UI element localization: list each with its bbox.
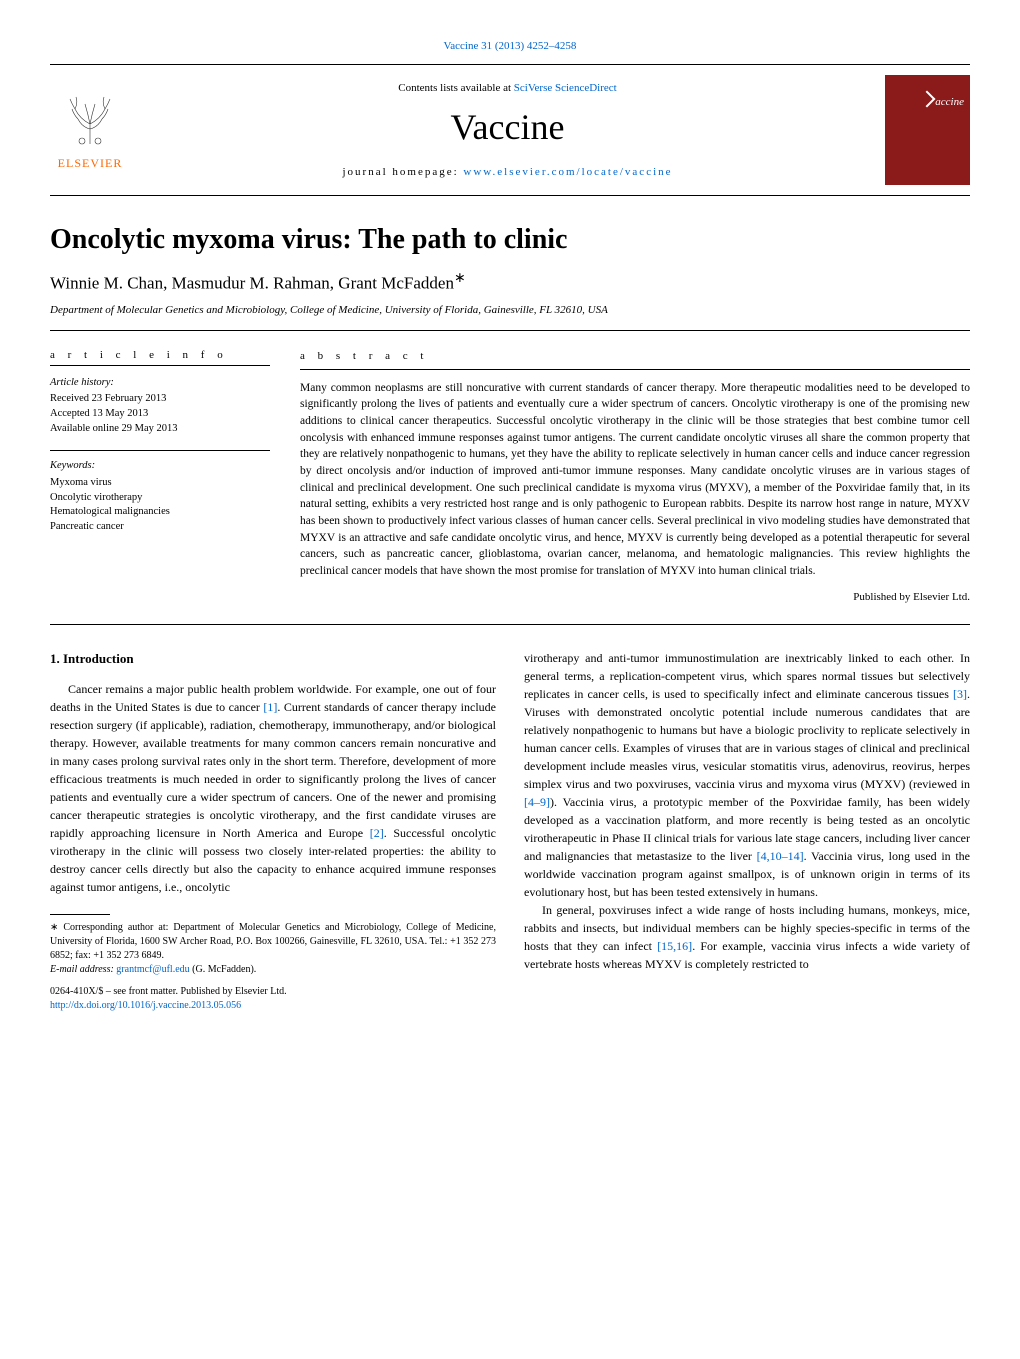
body-paragraph: virotherapy and anti-tumor immunostimula… (524, 649, 970, 901)
citation-link[interactable]: [3] (953, 687, 967, 701)
text-run: . Viruses with demonstrated oncolytic po… (524, 687, 970, 791)
email-footnote: E-mail address: grantmcf@ufl.edu (G. McF… (50, 963, 496, 977)
accepted-date: Accepted 13 May 2013 (50, 407, 270, 422)
sciencedirect-link[interactable]: SciVerse ScienceDirect (514, 82, 617, 94)
citation-link[interactable]: [1] (263, 700, 277, 714)
divider (50, 330, 970, 331)
doi-link[interactable]: http://dx.doi.org/10.1016/j.vaccine.2013… (50, 999, 496, 1013)
publisher-name: ELSEVIER (50, 156, 130, 171)
body-paragraph: In general, poxviruses infect a wide ran… (524, 901, 970, 973)
left-column: 1. Introduction Cancer remains a major p… (50, 649, 496, 1014)
keyword: Hematological malignancies (50, 505, 270, 520)
online-date: Available online 29 May 2013 (50, 422, 270, 437)
keyword: Oncolytic virotherapy (50, 491, 270, 506)
citation-link[interactable]: [2] (370, 826, 384, 840)
journal-header: ELSEVIER Contents lists available at Sci… (50, 64, 970, 196)
keyword: Pancreatic cancer (50, 520, 270, 535)
corresponding-footnote: ∗ Corresponding author at: Department of… (50, 921, 496, 963)
journal-name: Vaccine (130, 106, 885, 148)
contents-line: Contents lists available at SciVerse Sci… (130, 82, 885, 94)
received-date: Received 23 February 2013 (50, 392, 270, 407)
publisher-logo[interactable]: ELSEVIER (50, 89, 130, 171)
citation[interactable]: Vaccine 31 (2013) 4252–4258 (50, 40, 970, 52)
author-names: Winnie M. Chan, Masmudur M. Rahman, Gran… (50, 274, 454, 293)
abstract-text: Many common neoplasms are still noncurat… (300, 380, 970, 580)
email-label: E-mail address: (50, 964, 116, 975)
body-paragraph: Cancer remains a major public health pro… (50, 680, 496, 896)
citation-link[interactable]: [4,10–14] (757, 849, 804, 863)
article-title: Oncolytic myxoma virus: The path to clin… (50, 224, 970, 256)
info-abstract-row: a r t i c l e i n f o Article history: R… (50, 349, 970, 625)
section-heading: 1. Introduction (50, 649, 496, 669)
journal-cover-thumbnail[interactable]: accine (885, 75, 970, 185)
authors: Winnie M. Chan, Masmudur M. Rahman, Gran… (50, 270, 970, 294)
abstract-label: a b s t r a c t (300, 349, 970, 370)
citation-link[interactable]: [4–9] (524, 795, 550, 809)
footnote-rule (50, 914, 110, 915)
cover-title: accine (921, 93, 964, 108)
body-columns: 1. Introduction Cancer remains a major p… (50, 649, 970, 1014)
elsevier-tree-icon (50, 89, 130, 152)
article-info-column: a r t i c l e i n f o Article history: R… (50, 349, 270, 606)
right-column: virotherapy and anti-tumor immunostimula… (524, 649, 970, 1014)
email-link[interactable]: grantmcf@ufl.edu (116, 964, 189, 975)
footnotes: ∗ Corresponding author at: Department of… (50, 921, 496, 1013)
copyright-line: 0264-410X/$ – see front matter. Publishe… (50, 985, 496, 999)
text-run: virotherapy and anti-tumor immunostimula… (524, 651, 970, 701)
keywords-block: Keywords: Myxoma virus Oncolytic virothe… (50, 459, 270, 534)
header-center: Contents lists available at SciVerse Sci… (130, 82, 885, 178)
keyword: Myxoma virus (50, 476, 270, 491)
email-suffix: (G. McFadden). (190, 964, 257, 975)
citation-link[interactable]: [15,16] (657, 939, 692, 953)
history-title: Article history: (50, 376, 270, 391)
homepage-prefix: journal homepage: (342, 166, 463, 178)
corresponding-marker: ∗ (454, 270, 466, 286)
contents-prefix: Contents lists available at (398, 82, 513, 94)
article-info-label: a r t i c l e i n f o (50, 349, 270, 366)
homepage-link[interactable]: www.elsevier.com/locate/vaccine (463, 166, 672, 178)
text-run: . Current standards of cancer therapy in… (50, 700, 496, 840)
keywords-title: Keywords: (50, 459, 270, 474)
affiliation: Department of Molecular Genetics and Mic… (50, 304, 970, 316)
info-divider (50, 450, 270, 451)
abstract-column: a b s t r a c t Many common neoplasms ar… (300, 349, 970, 606)
article-history: Article history: Received 23 February 20… (50, 376, 270, 437)
homepage-line: journal homepage: www.elsevier.com/locat… (130, 166, 885, 178)
abstract-footer: Published by Elsevier Ltd. (300, 590, 970, 606)
